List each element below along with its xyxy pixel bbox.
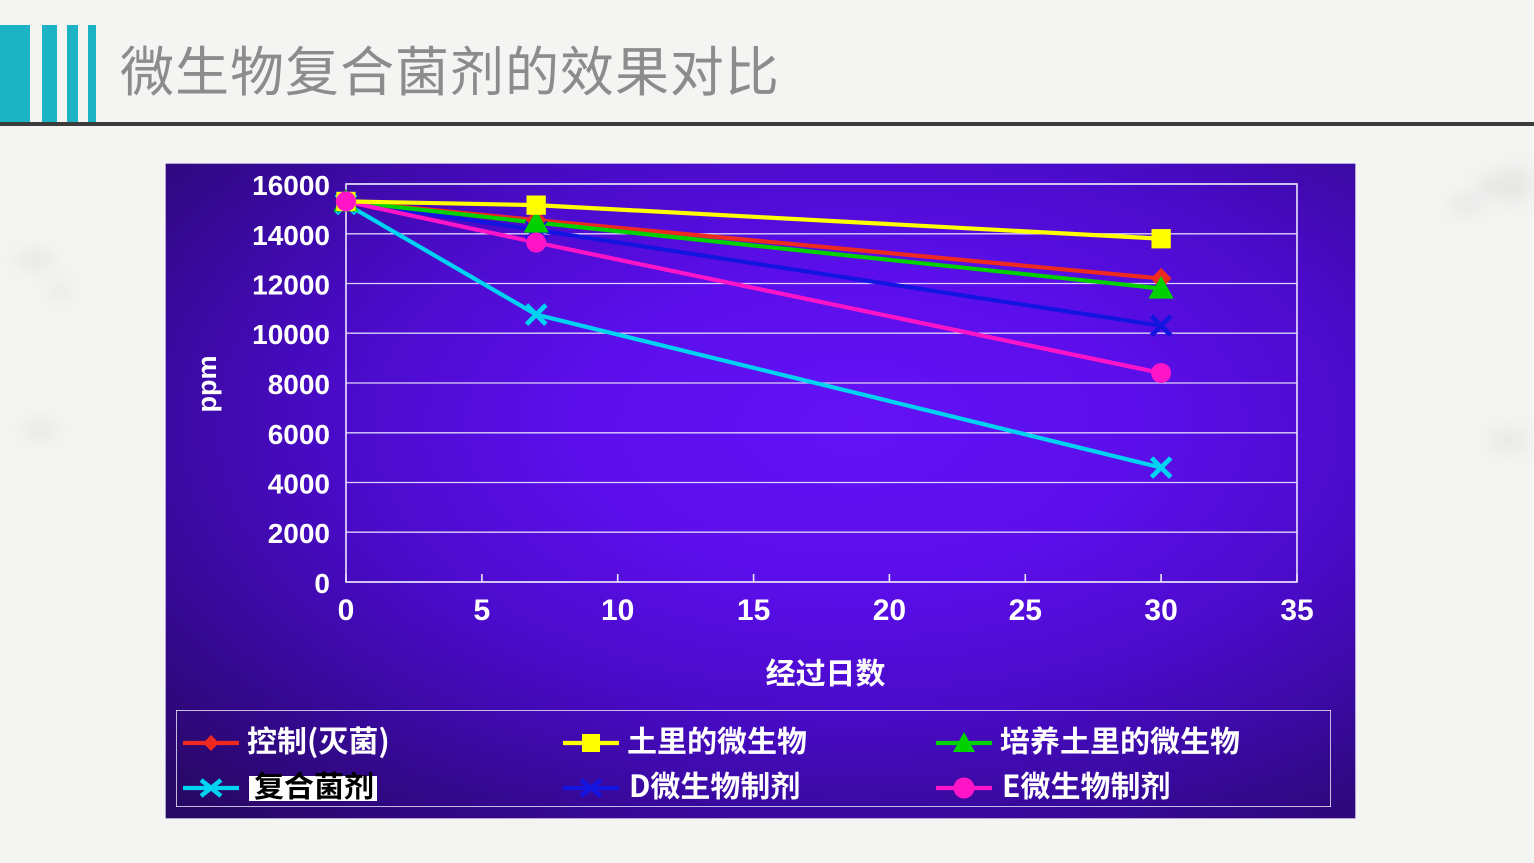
svg-text:2000: 2000 [268,518,330,549]
svg-text:30: 30 [1144,594,1177,627]
svg-text:土里的微生物: 土里的微生物 [627,717,807,761]
svg-text:10: 10 [601,594,634,627]
svg-text:35: 35 [1280,594,1313,627]
svg-text:控制(灭菌): 控制(灭菌) [247,717,390,761]
svg-text:培养土里的微生物: 培养土里的微生物 [1000,717,1240,761]
svg-text:4000: 4000 [268,469,330,500]
svg-text:经过日数: 经过日数 [766,649,886,693]
svg-text:8000: 8000 [268,369,330,400]
svg-text:15: 15 [737,594,770,627]
svg-text:0: 0 [314,568,330,599]
svg-text:0: 0 [338,594,355,627]
svg-text:25: 25 [1009,594,1042,627]
svg-text:ppm: ppm [192,356,222,413]
svg-text:D微生物制剂: D微生物制剂 [629,762,800,806]
svg-text:14000: 14000 [252,220,330,251]
svg-text:6000: 6000 [268,419,330,450]
svg-text:16000: 16000 [252,170,330,201]
svg-text:E微生物制剂: E微生物制剂 [1002,762,1170,806]
svg-text:5: 5 [474,594,491,627]
svg-text:20: 20 [873,594,906,627]
svg-text:复合菌剂: 复合菌剂 [254,762,374,806]
svg-text:12000: 12000 [252,270,330,301]
svg-text:10000: 10000 [252,319,330,350]
